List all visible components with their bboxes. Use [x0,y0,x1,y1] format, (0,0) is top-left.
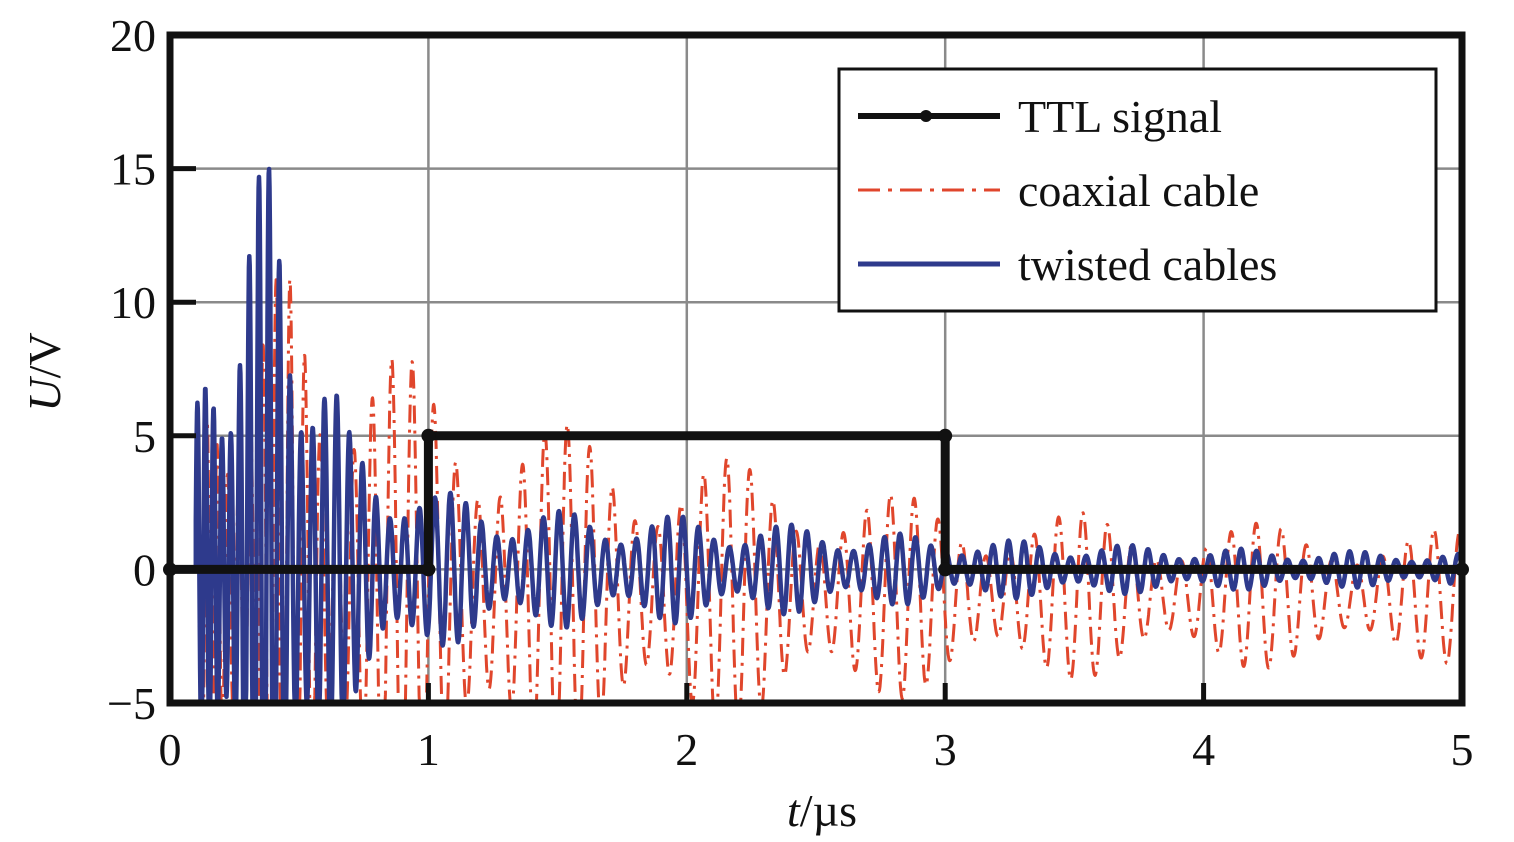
x-tick-label: 4 [1192,724,1215,775]
x-tick-label: 2 [675,724,698,775]
x-axis-label: t/µs [787,785,857,836]
y-tick-label: 20 [110,10,156,61]
legend-marker-ttl [920,110,932,122]
ttl-point-2 [421,428,436,443]
ttl-point-3 [938,428,953,443]
plot-frame [166,31,1466,707]
legend: TTL signal coaxial cable twisted cables [837,67,1438,313]
y-axis-label: U/V [19,332,70,411]
legend-label-coaxial: coaxial cable [1018,165,1259,216]
series-ttl-signal [170,431,1462,574]
ttl-point-4 [938,562,953,577]
x-tick-label: 1 [417,724,440,775]
y-tick-label: 5 [133,411,156,462]
y-tick-label: 10 [110,277,156,328]
x-tick-label: 3 [934,724,957,775]
y-tick-label: 0 [133,544,156,595]
data-series [163,166,1469,703]
ttl-point-1 [421,562,436,577]
legend-label-ttl: TTL signal [1018,91,1222,142]
legend-box [837,67,1438,313]
y-tick-label: −5 [107,678,156,729]
x-tick-label: 5 [1451,724,1474,775]
y-tick-label: 15 [110,144,156,195]
series-coaxial-cable [170,278,1462,703]
legend-label-twisted: twisted cables [1018,239,1277,290]
x-tick-label: 0 [159,724,182,775]
series-twisted-cables [170,166,1462,703]
